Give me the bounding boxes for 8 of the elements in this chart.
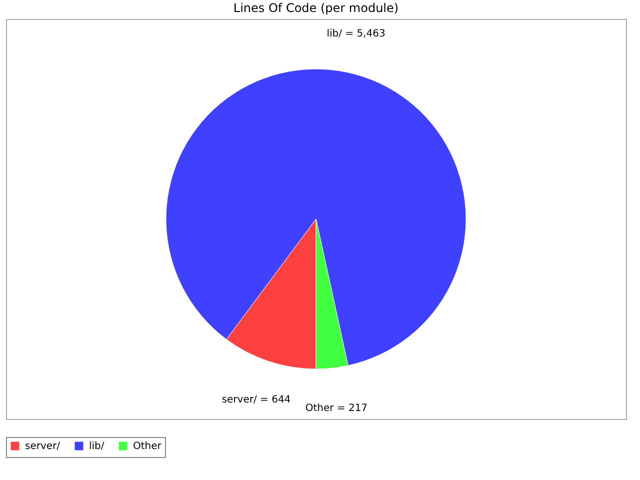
data-label: Other = 217	[305, 402, 368, 414]
data-label: server/ = 644	[222, 394, 291, 406]
pie-slice	[166, 68, 466, 366]
chart-title: Lines Of Code (per module)	[233, 1, 399, 15]
legend-label: server/	[25, 441, 61, 452]
legend-label: lib/	[89, 441, 105, 452]
data-label: lib/ = 5,463	[326, 28, 386, 40]
legend-label: Other	[133, 441, 162, 452]
